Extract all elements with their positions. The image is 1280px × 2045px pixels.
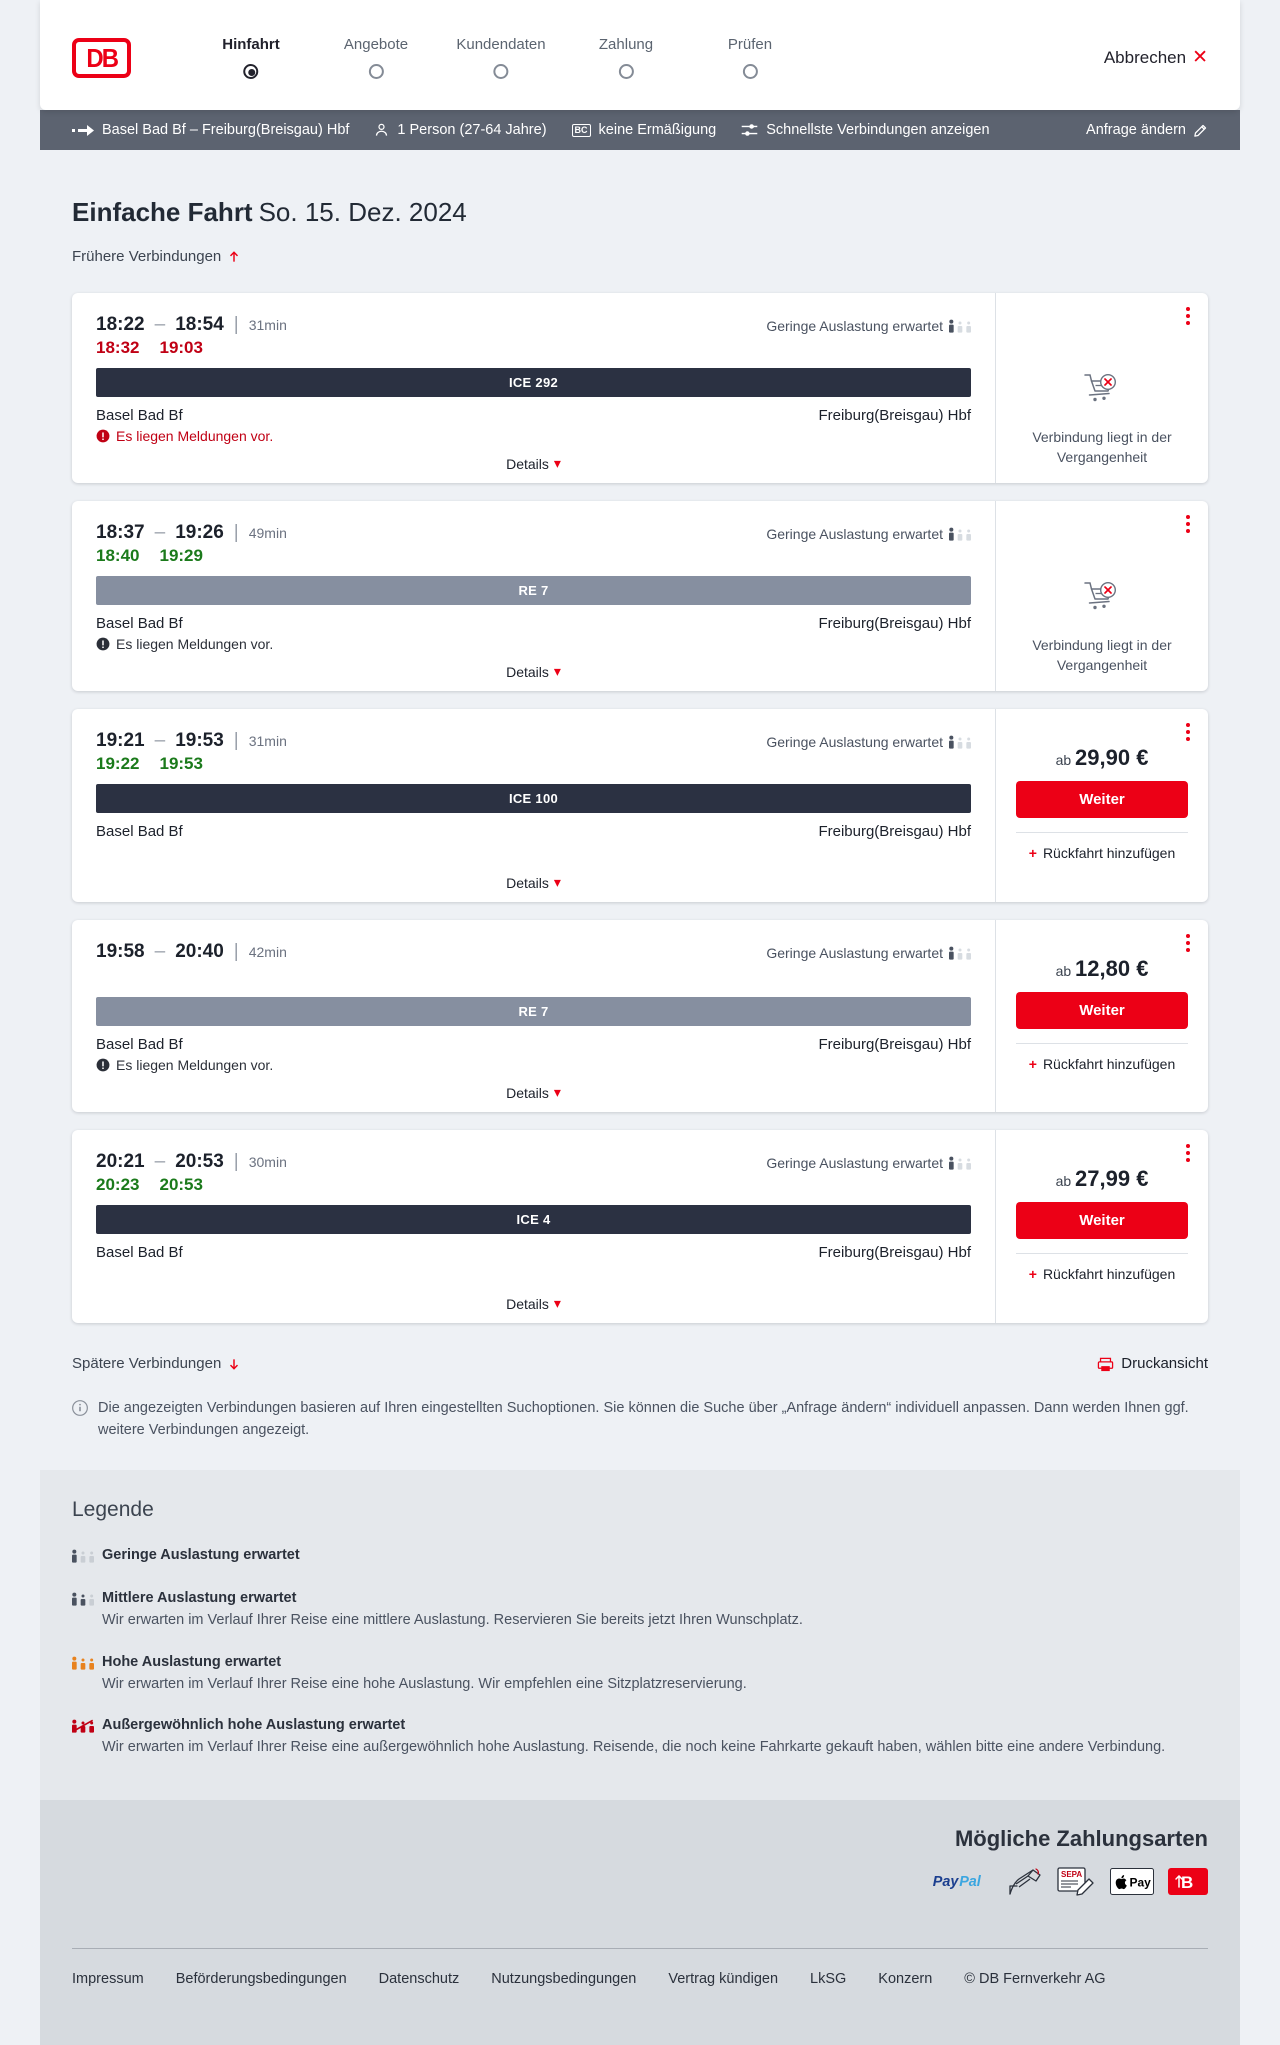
svg-text:Pay: Pay xyxy=(933,1874,960,1890)
svg-text:SEPA: SEPA xyxy=(1061,1870,1082,1879)
svg-text:Pay: Pay xyxy=(1130,1875,1152,1889)
svg-text:B: B xyxy=(1181,1873,1193,1892)
svg-text:Pal: Pal xyxy=(959,1874,982,1890)
